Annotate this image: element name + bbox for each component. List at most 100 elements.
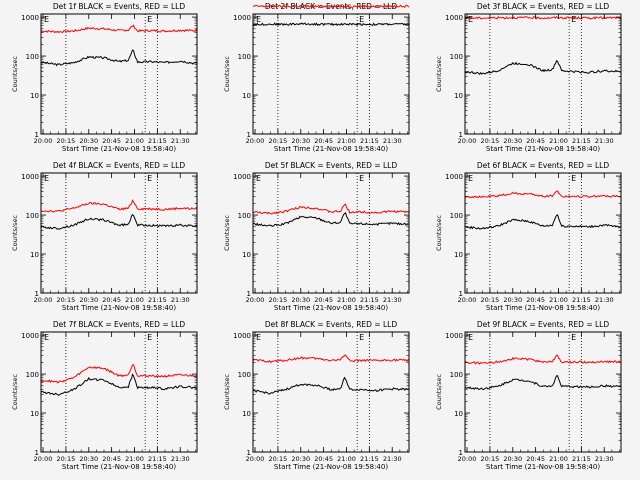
x-tick-label: 21:15 xyxy=(572,296,591,304)
panel-det-1f: Det 1f BLACK = Events, RED = LLD E E 1 10 100… xyxy=(11,2,198,153)
x-tick-label: 20:15 xyxy=(269,455,288,463)
y-tick-label: 100 xyxy=(26,53,39,61)
x-tick-label: 21:00 xyxy=(549,296,568,304)
series-events xyxy=(252,211,410,227)
series-events xyxy=(464,214,622,230)
series-lld xyxy=(252,203,410,215)
x-tick-label: 20:15 xyxy=(269,137,288,145)
x-tick-label: 21:30 xyxy=(383,296,402,304)
x-tick-label: 20:30 xyxy=(503,137,522,145)
x-tick-label: 20:30 xyxy=(503,296,522,304)
y-tick-label: 100 xyxy=(26,212,39,220)
x-axis-label: Start Time (21-Nov-08 19:58:40) xyxy=(486,304,600,312)
marker-label: E xyxy=(44,333,49,342)
marker-label: E xyxy=(44,174,49,183)
series-events xyxy=(464,59,622,76)
x-tick-label: 20:30 xyxy=(79,296,98,304)
x-tick-label: 21:00 xyxy=(337,455,356,463)
marker-label: E xyxy=(571,15,576,24)
x-tick-label: 21:00 xyxy=(125,455,144,463)
x-tick-label: 21:30 xyxy=(383,137,402,145)
plot-frame xyxy=(40,172,198,294)
y-tick-label: 10 xyxy=(454,92,463,100)
y-axis-label: Counts/sec xyxy=(223,374,231,410)
y-tick-label: 1 xyxy=(459,131,463,139)
x-tick-label: 21:15 xyxy=(360,137,379,145)
x-tick-label: 21:00 xyxy=(125,296,144,304)
y-tick-label: 1000 xyxy=(233,14,251,22)
y-tick-label: 1 xyxy=(459,290,463,298)
y-axis-label: Counts/sec xyxy=(435,374,443,410)
x-tick-label: 20:00 xyxy=(34,137,53,145)
y-tick-label: 1000 xyxy=(445,173,463,181)
panel-title: Det 1f BLACK = Events, RED = LLD xyxy=(53,2,186,11)
series-events xyxy=(252,22,410,27)
y-tick-label: 10 xyxy=(454,251,463,259)
panel-title: Det 4f BLACK = Events, RED = LLD xyxy=(53,161,186,170)
x-tick-label: 21:00 xyxy=(337,296,356,304)
x-tick-label: 21:15 xyxy=(148,137,167,145)
x-tick-label: 20:00 xyxy=(34,296,53,304)
y-tick-label: 100 xyxy=(26,371,39,379)
x-tick-label: 20:15 xyxy=(269,296,288,304)
x-tick-label: 20:00 xyxy=(246,137,265,145)
y-tick-label: 1 xyxy=(35,449,39,457)
marker-label: E xyxy=(147,333,152,342)
marker-label: E xyxy=(359,15,364,24)
y-tick-label: 1 xyxy=(35,290,39,298)
x-tick-label: 21:00 xyxy=(549,137,568,145)
panel-det-9f: Det 9f BLACK = Events, RED = LLD E E 1 10 100… xyxy=(435,320,622,471)
x-axis-label: Start Time (21-Nov-08 19:58:40) xyxy=(486,463,600,471)
x-tick-label: 20:30 xyxy=(291,455,310,463)
x-tick-label: 20:15 xyxy=(481,455,500,463)
plot-frame xyxy=(464,172,622,294)
y-tick-label: 10 xyxy=(242,410,251,418)
x-axis-label: Start Time (21-Nov-08 19:58:40) xyxy=(62,463,176,471)
y-tick-label: 1000 xyxy=(21,332,39,340)
x-axis-label: Start Time (21-Nov-08 19:58:40) xyxy=(62,304,176,312)
series-events xyxy=(252,376,410,395)
panel-det-4f: Det 4f BLACK = Events, RED = LLD E E 1 10 100… xyxy=(11,161,198,312)
x-tick-label: 20:45 xyxy=(526,296,545,304)
series-events xyxy=(40,213,198,230)
x-tick-label: 20:45 xyxy=(526,455,545,463)
panel-det-3f: Det 3f BLACK = Events, RED = LLD E E 1 10 100… xyxy=(435,2,622,153)
x-tick-label: 20:15 xyxy=(57,296,76,304)
x-tick-label: 21:00 xyxy=(337,137,356,145)
x-tick-label: 20:00 xyxy=(458,137,477,145)
marker-label: E xyxy=(468,333,473,342)
x-tick-label: 20:30 xyxy=(79,455,98,463)
panel-title: Det 6f BLACK = Events, RED = LLD xyxy=(477,161,610,170)
x-tick-label: 20:45 xyxy=(314,296,333,304)
x-tick-label: 21:30 xyxy=(383,455,402,463)
x-axis-label: Start Time (21-Nov-08 19:58:40) xyxy=(62,145,176,153)
x-tick-label: 21:30 xyxy=(595,137,614,145)
panel-det-8f: Det 8f BLACK = Events, RED = LLD E E 1 10 100… xyxy=(223,320,410,471)
y-tick-label: 1 xyxy=(247,290,251,298)
marker-label: E xyxy=(359,174,364,183)
x-tick-label: 20:45 xyxy=(102,137,121,145)
marker-label: E xyxy=(571,333,576,342)
x-tick-label: 20:00 xyxy=(34,455,53,463)
x-tick-label: 21:15 xyxy=(148,455,167,463)
marker-label: E xyxy=(44,15,49,24)
y-axis-label: Counts/sec xyxy=(11,215,19,251)
y-tick-label: 100 xyxy=(238,371,251,379)
series-lld xyxy=(464,15,622,20)
x-tick-label: 21:30 xyxy=(595,455,614,463)
x-tick-label: 20:15 xyxy=(57,137,76,145)
series-events xyxy=(40,373,198,396)
series-lld xyxy=(464,190,622,199)
y-axis-label: Counts/sec xyxy=(223,56,231,92)
x-tick-label: 21:15 xyxy=(572,137,591,145)
x-axis-label: Start Time (21-Nov-08 19:58:40) xyxy=(274,463,388,471)
x-tick-label: 20:45 xyxy=(102,455,121,463)
x-tick-label: 20:15 xyxy=(481,137,500,145)
x-tick-label: 21:30 xyxy=(595,296,614,304)
marker-label: E xyxy=(468,15,473,24)
y-tick-label: 100 xyxy=(238,212,251,220)
series-lld xyxy=(252,354,410,364)
panel-title: Det 7f BLACK = Events, RED = LLD xyxy=(53,320,186,329)
